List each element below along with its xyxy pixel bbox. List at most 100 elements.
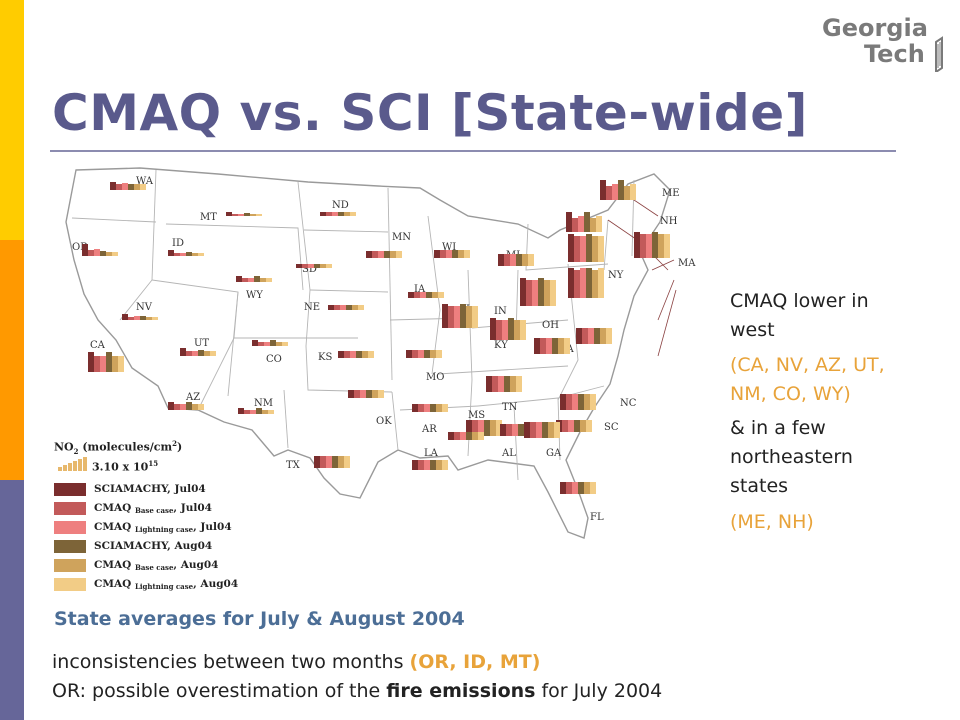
bar-wa-3: [122, 183, 128, 190]
bar-cluster-ne: [328, 305, 364, 310]
bar-cluster-tx: [314, 456, 350, 468]
state-label-in: IN: [494, 306, 507, 317]
bar-tx-2: [320, 456, 326, 468]
bar-ny-4: [586, 234, 592, 262]
bar-pa-2: [574, 270, 580, 298]
bar-cluster-id: [168, 250, 204, 256]
bar-oh-5: [544, 280, 550, 306]
bar-pa-6: [598, 268, 604, 298]
bar-va-5: [600, 328, 606, 344]
bar-or-5: [106, 252, 112, 256]
bar-az-5: [192, 404, 198, 410]
bar-mo-1: [406, 350, 412, 358]
bar-nc-3: [572, 394, 578, 410]
bar-wa-1: [110, 182, 116, 190]
legend-item-cmaq-base-jul: CMAQ Base case, Jul04: [54, 500, 212, 516]
bar-ga-4: [542, 422, 548, 438]
bar-in-2: [496, 320, 502, 340]
bar-cluster-nc: [560, 394, 596, 410]
bar-wv-6: [564, 338, 570, 354]
bar-nh-6: [596, 216, 602, 232]
bar-co-2: [258, 342, 264, 346]
bar-nh-2: [572, 218, 578, 232]
bar-ma-3: [646, 234, 652, 258]
bar-ne-3: [340, 305, 346, 310]
bottom-line-2: OR: possible overestimation of the fire …: [52, 680, 663, 702]
bar-ma-5: [658, 234, 664, 258]
bar-cluster-mi: [498, 254, 534, 266]
bar-cluster-sd: [296, 264, 332, 268]
state-label-al: AL: [501, 448, 516, 459]
legend-item-cmaq-base-aug: CMAQ Base case, Aug04: [54, 557, 218, 573]
bar-tx-4: [332, 456, 338, 468]
bar-nm-3: [250, 410, 256, 414]
slide-title: CMAQ vs. SCI [State-wide]: [52, 84, 808, 142]
note-line-3: (CA, NV, AZ, UT,: [730, 354, 885, 376]
bar-cluster-ga: [524, 422, 560, 438]
note-line-2: west: [730, 319, 775, 341]
bar-ia-4: [426, 292, 432, 298]
bar-cluster-ma: [634, 232, 670, 258]
bar-sc-4: [574, 420, 580, 432]
bar-ar-6: [442, 404, 448, 412]
us-state-map: WA OR ID MT ND SD MN WI MI NV CA UT WY N…: [65, 167, 696, 539]
bar-ia-2: [414, 292, 420, 298]
bar-cluster-ms: [448, 432, 484, 440]
bar-ca-1: [88, 352, 94, 372]
bar-sc-5: [580, 420, 586, 432]
bar-ok-2: [354, 390, 360, 398]
bar-tn-6: [496, 420, 502, 436]
state-label-ca: CA: [90, 340, 106, 351]
bar-la-5: [436, 460, 442, 470]
bar-ks-1: [338, 351, 344, 358]
bar-nv-4: [140, 316, 146, 320]
bar-cluster-in: [490, 318, 526, 340]
bar-il-1: [442, 304, 448, 328]
bar-ne-5: [352, 305, 358, 310]
bar-ny-6: [598, 236, 604, 262]
bar-mi-6: [528, 254, 534, 266]
bar-nm-6: [268, 410, 274, 414]
bar-ut-3: [192, 351, 198, 356]
bar-ne-2: [334, 305, 340, 310]
bar-wa-6: [140, 184, 146, 190]
bar-cluster-sc: [556, 420, 592, 432]
bar-me-5: [624, 186, 630, 200]
bar-mt-3: [238, 214, 244, 216]
bar-pa-3: [580, 268, 586, 298]
bar-nv-1: [122, 314, 128, 320]
bar-oh-4: [538, 278, 544, 306]
bar-ne-1: [328, 305, 334, 310]
bar-tn-2: [472, 420, 478, 436]
note-line-8: (ME, NH): [730, 511, 814, 533]
bar-tx-1: [314, 456, 320, 468]
map-caption: State averages for July & August 2004: [54, 608, 465, 630]
bar-pa-4: [586, 268, 592, 298]
bar-wy-5: [260, 278, 266, 282]
legend-label: SCIAMACHY, Jul04: [94, 483, 206, 495]
bar-clusters: [82, 180, 670, 494]
bar-cluster-mo: [406, 350, 442, 358]
bar-fl-2: [566, 482, 572, 494]
bar-ny-3: [580, 236, 586, 262]
bar-cluster-tn: [466, 420, 502, 436]
logo-line2: Tech: [864, 40, 925, 68]
bar-sd-3: [308, 264, 314, 268]
bar-nm-5: [262, 410, 268, 414]
bar-wy-2: [242, 278, 248, 282]
bar-mi-1: [498, 254, 504, 266]
bar-ms-4: [466, 432, 472, 440]
sidebar-accent-orange: [0, 240, 24, 480]
bar-ca-6: [118, 356, 124, 372]
bottom-line-1: inconsistencies between two months (OR, …: [52, 651, 541, 673]
bar-al-1: [500, 424, 506, 436]
bar-ut-2: [186, 351, 192, 356]
state-label-mt: MT: [200, 212, 217, 223]
bar-oh-3: [532, 280, 538, 306]
bar-ga-2: [530, 422, 536, 438]
bar-mn-6: [396, 251, 402, 258]
bar-ok-1: [348, 390, 354, 398]
bar-nd-1: [320, 212, 326, 216]
bar-cluster-fl: [560, 482, 596, 494]
bar-co-4: [270, 340, 276, 346]
